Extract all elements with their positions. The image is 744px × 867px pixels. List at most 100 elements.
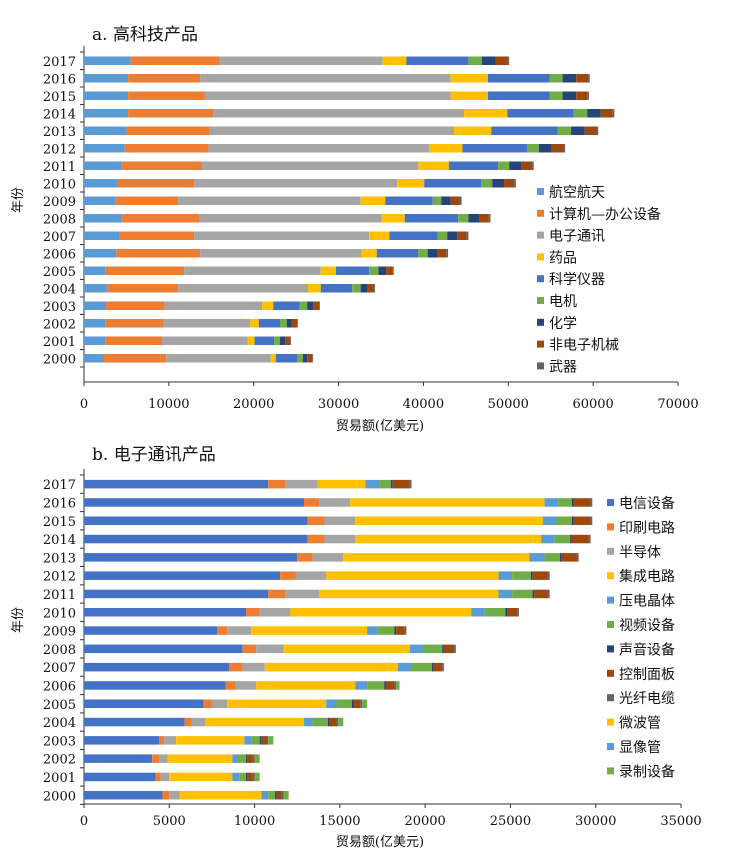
bar-segment xyxy=(505,608,508,617)
bar-segment xyxy=(211,699,228,708)
bar-segment xyxy=(532,571,548,580)
bar-segment xyxy=(246,772,248,782)
x-tick-label: 40000 xyxy=(403,397,444,412)
bar-segment xyxy=(162,791,170,800)
bar-segment xyxy=(184,717,192,727)
bar-segment xyxy=(307,301,314,310)
bar-segment xyxy=(290,336,292,345)
y-tick-label: 2007 xyxy=(43,230,76,245)
bar-segment xyxy=(453,126,492,135)
bar-segment xyxy=(457,231,467,240)
bar-segment xyxy=(244,736,252,745)
legend-label: 电子通讯 xyxy=(549,229,605,245)
bar-segment xyxy=(84,91,129,100)
bar-segment xyxy=(571,516,574,525)
bar-segment xyxy=(488,214,491,223)
bar-segment xyxy=(557,126,572,135)
bar-segment xyxy=(128,91,205,100)
bar-segment xyxy=(441,196,451,205)
bar-segment xyxy=(274,336,281,345)
y-tick-label: 2011 xyxy=(43,160,76,175)
y-tick-label: 2011 xyxy=(43,588,76,603)
bar-segment xyxy=(247,336,255,345)
bar-segment xyxy=(246,754,248,763)
y-tick-label: 2005 xyxy=(43,265,76,280)
bar-segment xyxy=(159,754,168,763)
bar-segment xyxy=(487,74,550,83)
x-tick-label: 25000 xyxy=(490,814,531,829)
bar-segment xyxy=(317,479,366,489)
bar-segment xyxy=(204,91,451,100)
bar-segment xyxy=(273,301,300,310)
bar-segment xyxy=(392,479,410,489)
y-tick-label: 2016 xyxy=(43,496,76,511)
bar-segment xyxy=(261,791,269,800)
y-tick-label: 2017 xyxy=(43,478,76,493)
bar-segment xyxy=(84,644,243,654)
bar-segment xyxy=(280,571,296,580)
x-tick-label: 50000 xyxy=(488,397,529,412)
bar-segment xyxy=(450,91,488,100)
y-tick-label: 2004 xyxy=(43,282,76,297)
legend-swatch xyxy=(537,188,544,195)
legend-label: 集成电路 xyxy=(619,568,675,585)
bar-segment xyxy=(587,109,601,118)
bar-segment xyxy=(547,571,550,580)
bar-segment xyxy=(280,319,287,328)
legend-swatch xyxy=(607,596,614,604)
bar-segment xyxy=(542,516,557,525)
bar-segment xyxy=(367,626,378,635)
y-tick-label: 2000 xyxy=(43,352,76,367)
bar-segment xyxy=(268,479,286,489)
bar-segment xyxy=(431,662,434,672)
bar-segment xyxy=(437,231,448,240)
bar-segment xyxy=(268,589,286,599)
x-tick-label: 0 xyxy=(80,814,88,829)
bar-segment xyxy=(296,319,298,328)
bar-segment xyxy=(191,717,206,727)
bar-segment xyxy=(166,354,271,363)
bar-segment xyxy=(227,699,327,708)
bar-segment xyxy=(179,791,262,800)
bar-segment xyxy=(167,754,233,763)
bar-segment xyxy=(361,249,377,258)
bar-segment xyxy=(304,498,320,507)
bar-segment xyxy=(307,516,325,525)
bar-segment xyxy=(84,479,269,489)
bar-segment xyxy=(491,126,558,135)
legend-label: 电信设备 xyxy=(619,495,675,512)
legend-swatch xyxy=(607,743,614,750)
bar-segment xyxy=(242,662,265,672)
bar-segment xyxy=(355,534,542,544)
bar-segment xyxy=(228,662,243,672)
bar-segment xyxy=(360,196,386,205)
bar-segment xyxy=(169,772,233,782)
bar-segment xyxy=(254,772,260,782)
bar-segment xyxy=(84,336,106,345)
legend-swatch xyxy=(607,523,614,531)
bar-segment xyxy=(297,553,313,562)
y-tick-label: 2003 xyxy=(43,734,76,749)
legend: 电信设备印刷电路半导体集成电路压电晶体视频设备声音设备控制面板光纤电缆微波管显像… xyxy=(607,495,675,780)
bar-segment xyxy=(367,681,385,690)
y-tick-label: 2004 xyxy=(43,716,76,731)
bar-segment xyxy=(281,791,284,800)
bar-segment xyxy=(350,498,545,507)
bar-segment xyxy=(84,301,107,310)
bar-segment xyxy=(84,249,117,258)
bar-segment xyxy=(498,161,510,170)
bar-segment xyxy=(532,161,534,170)
bar-segment xyxy=(406,56,469,65)
bar-segment xyxy=(409,479,412,489)
bar-segment xyxy=(320,284,353,293)
bar-segment xyxy=(392,266,394,275)
legend-swatch xyxy=(607,621,614,628)
bar-segment xyxy=(590,498,593,507)
legend-swatch xyxy=(537,209,544,217)
bar-segment xyxy=(498,571,513,580)
bar-segment xyxy=(299,301,308,310)
bar-segment xyxy=(126,126,210,135)
x-tick-label: 0 xyxy=(80,397,88,412)
bar-segment xyxy=(394,681,397,690)
bar-segment xyxy=(201,161,419,170)
